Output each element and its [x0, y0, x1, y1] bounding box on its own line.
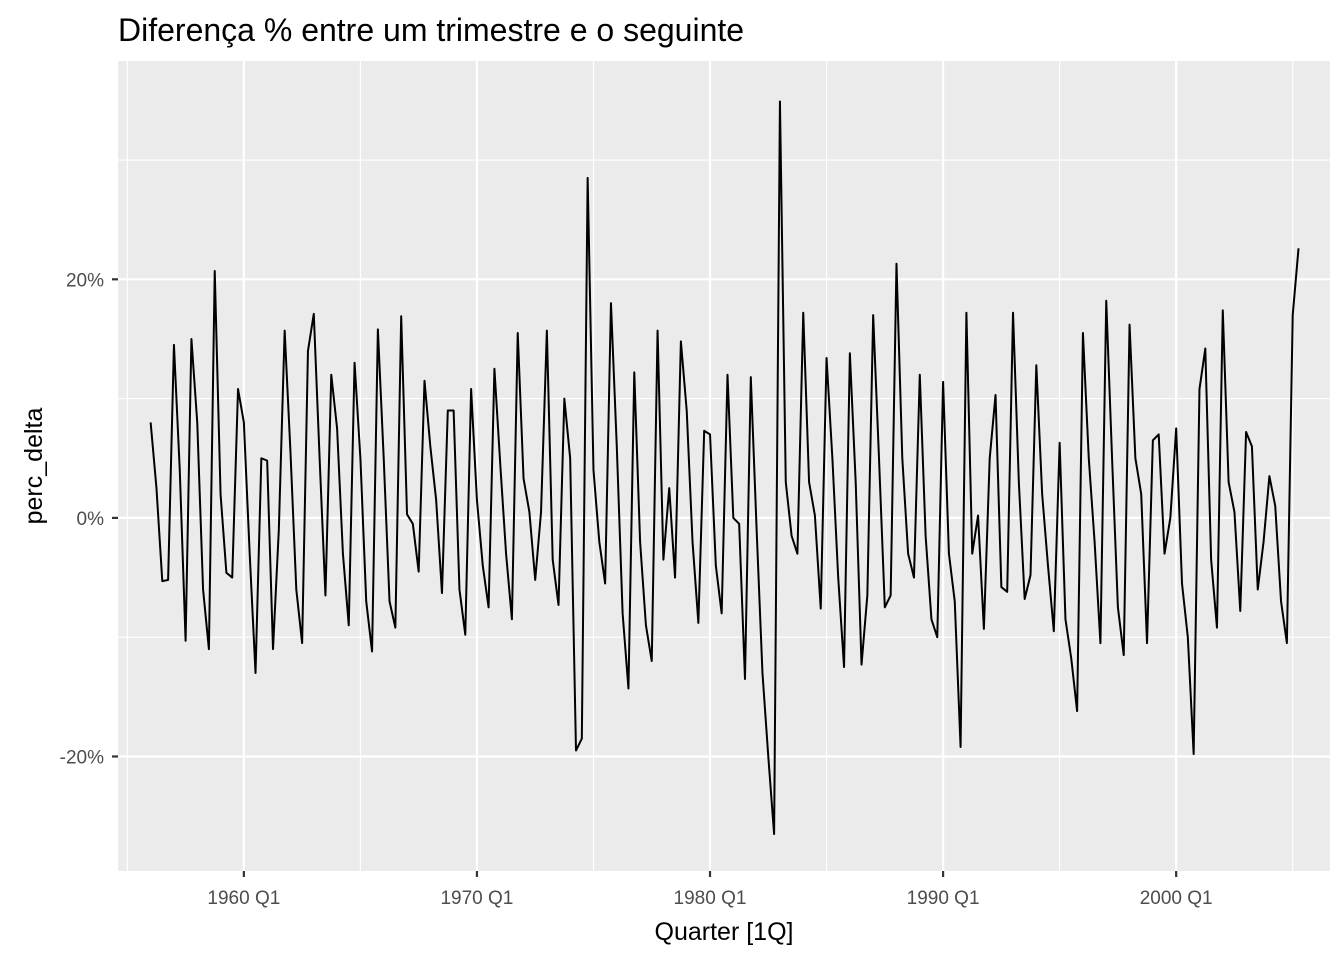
y-tick-label: 20% — [66, 270, 104, 291]
major-gridlines — [118, 61, 1330, 871]
plot-panel — [118, 61, 1330, 871]
x-tick-label: 1970 Q1 — [440, 888, 513, 909]
x-tick-label: 1960 Q1 — [207, 888, 280, 909]
y-tick-label: 0% — [77, 509, 105, 530]
x-tick-label: 2000 Q1 — [1140, 888, 1213, 909]
chart-title: Diferença % entre um trimestre e o segui… — [118, 12, 744, 48]
y-tick-label: -20% — [60, 747, 104, 768]
series-layer — [149, 100, 1300, 836]
y-axis-title: perc_delta — [20, 408, 48, 525]
x-tick-label: 1990 Q1 — [907, 888, 980, 909]
x-axis-title: Quarter [1Q] — [655, 918, 794, 946]
x-tick-label: 1980 Q1 — [674, 888, 747, 909]
x-axis: 1960 Q1 1970 Q1 1980 Q1 1990 Q1 2000 Q1 — [207, 871, 1213, 909]
y-axis: 20% 0% -20% — [60, 270, 118, 768]
series-line — [149, 100, 1300, 836]
